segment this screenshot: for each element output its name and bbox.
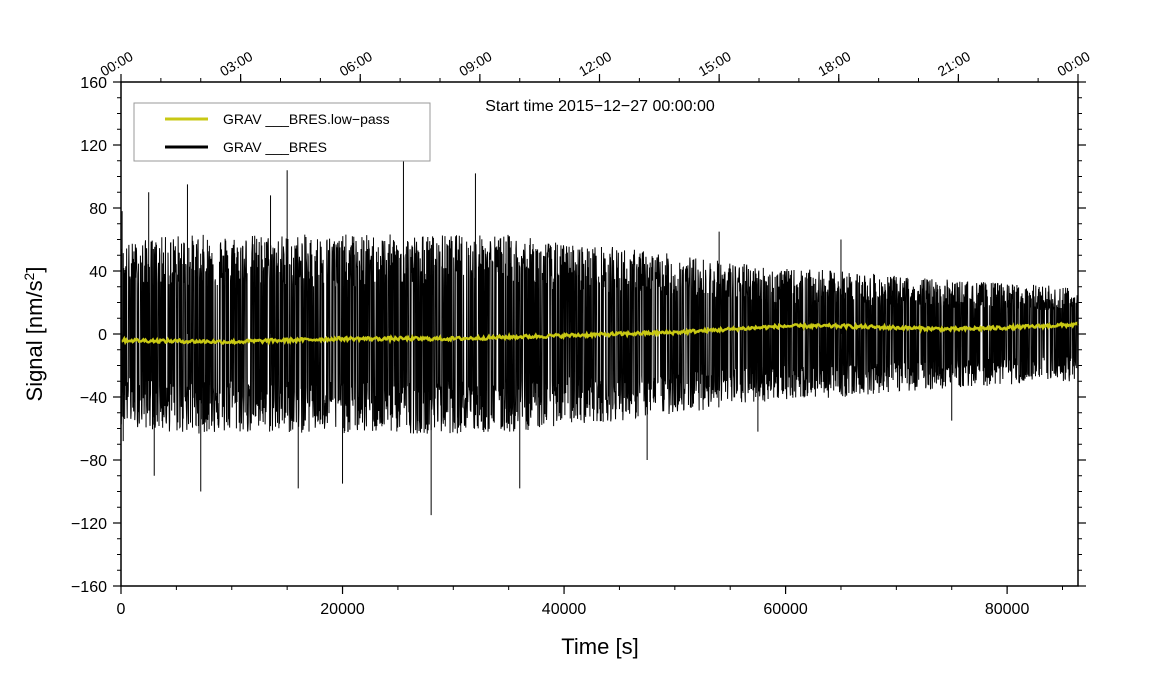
y-tick-label: 80 bbox=[89, 201, 107, 218]
x-tick-label: 0 bbox=[117, 601, 126, 618]
legend-box bbox=[133, 102, 431, 162]
legend-label-low-pass: GRAV ___BRES.low−pass bbox=[223, 111, 390, 127]
y-axis-title-main: Signal [nm/s bbox=[22, 280, 47, 401]
x-tick-label: 40000 bbox=[542, 601, 587, 618]
y-axis-title-close: ] bbox=[22, 267, 47, 273]
top-tick-label: 03:00 bbox=[217, 48, 256, 79]
y-tick-label: 160 bbox=[80, 75, 107, 92]
y-tick-label: −120 bbox=[71, 516, 107, 533]
y-tick-label: 40 bbox=[89, 264, 107, 281]
y-tick-label: −80 bbox=[80, 453, 107, 470]
top-tick-label: 18:00 bbox=[815, 48, 854, 79]
start-time-annotation: Start time 2015−12−27 00:00:00 bbox=[485, 98, 715, 115]
y-axis-title-sup: 2 bbox=[21, 272, 37, 280]
legend: GRAV ___BRES.low−pass GRAV ___BRES bbox=[133, 102, 431, 162]
x-axis-title: Time [s] bbox=[561, 634, 638, 659]
top-tick-label: 15:00 bbox=[695, 48, 734, 79]
series-layer bbox=[120, 160, 1080, 516]
y-axis-title: Signal [nm/s2] bbox=[21, 267, 47, 402]
y-tick-label: −160 bbox=[71, 579, 107, 596]
top-tick-label: 00:00 bbox=[1054, 48, 1093, 79]
series-low-pass-line bbox=[120, 321, 1080, 346]
x-tick-label: 80000 bbox=[985, 601, 1030, 618]
top-tick-label: 21:00 bbox=[935, 48, 974, 79]
y-tick-label: 120 bbox=[80, 138, 107, 155]
legend-label-raw: GRAV ___BRES bbox=[223, 139, 327, 155]
x-tick-label: 60000 bbox=[763, 601, 808, 618]
top-tick-label: 12:00 bbox=[576, 48, 615, 79]
top-tick-label: 06:00 bbox=[337, 48, 376, 79]
top-tick-label: 00:00 bbox=[97, 48, 136, 79]
x-tick-label: 20000 bbox=[320, 601, 365, 618]
top-tick-label: 09:00 bbox=[456, 48, 495, 79]
y-tick-label: 0 bbox=[98, 327, 107, 344]
y-tick-label: −40 bbox=[80, 390, 107, 407]
series-raw-line bbox=[120, 234, 1079, 434]
